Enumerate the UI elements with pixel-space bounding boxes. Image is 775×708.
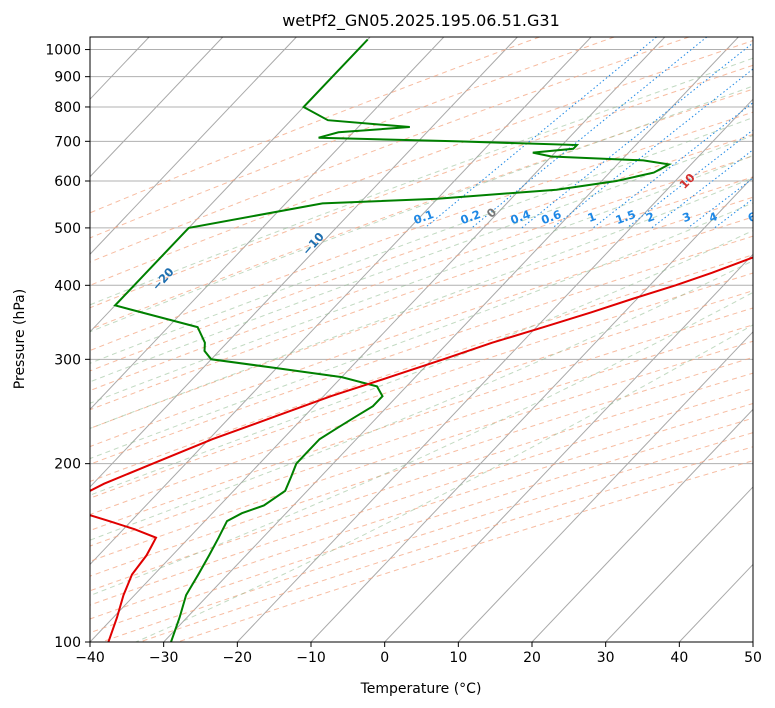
x-axis-label: Temperature (°C) [360, 681, 482, 697]
dewpoint-profile-line [113, 38, 673, 642]
isotherm-line [90, 37, 666, 642]
isotherm-line [384, 253, 753, 642]
isotherm-line [90, 37, 518, 488]
mixing-ratio-line [471, 37, 708, 229]
dry-adiabat-line [90, 64, 753, 309]
x-tick-label: −30 [149, 650, 179, 666]
dry-adiabat-line [90, 37, 540, 214]
dry-adiabat-line [90, 155, 753, 392]
chart-title: wetPf2_GN05.2025.195.06.51.G31 [282, 11, 560, 31]
dry-adiabat-line [90, 387, 753, 606]
mixing-ratio-line [687, 177, 753, 229]
dry-adiabat-line [90, 372, 753, 592]
x-tick-label: 50 [744, 650, 762, 666]
y-axis: 100 200 300 400 500 600 700 800 900 1000 [45, 43, 90, 651]
dry-adiabat-line [90, 40, 753, 286]
y-axis-label: Pressure (hPa) [12, 289, 28, 389]
moist-adiabat-line [90, 154, 753, 404]
x-axis: −40 −30 −20 −10 0 10 20 30 40 50 [75, 642, 762, 666]
y-tick-label: 900 [54, 70, 81, 86]
mixing-ratio-label: 0.2 [458, 207, 482, 227]
dry-adiabat-line [90, 340, 753, 562]
isotherm-line [310, 176, 753, 642]
x-tick-label: −20 [223, 650, 253, 666]
x-tick-label: 0 [380, 650, 389, 666]
dry-adiabat-line [90, 290, 753, 516]
plot-frame [89, 36, 754, 643]
moist-adiabat-line [90, 260, 753, 541]
x-tick-label: −40 [75, 650, 105, 666]
x-tick-label: 20 [523, 650, 541, 666]
dry-adiabat-line [90, 196, 753, 429]
y-tick-label: 100 [54, 635, 81, 651]
y-tick-label: 800 [54, 100, 81, 116]
moist-adiabats [90, 57, 753, 642]
dry-adiabat-line [90, 37, 690, 263]
isotherm-line [457, 331, 753, 642]
moist-adiabat-line [90, 202, 753, 460]
isotherm-line [90, 37, 592, 566]
dry-adiabat-line [90, 133, 753, 372]
isotherm-line [605, 486, 753, 642]
mixing-ratio-label: 0.4 [508, 207, 532, 227]
isotherm-line [531, 408, 753, 642]
y-tick-label: 500 [54, 221, 81, 237]
mixing-ratio-lines [424, 37, 753, 229]
temperature-profile-line [90, 256, 753, 642]
plot-area: 0.10.20.40.611.52346810131620253036−100−… [90, 37, 758, 642]
x-tick-label: 40 [670, 650, 688, 666]
y-tick-label: 600 [54, 174, 81, 190]
mixing-ratio-label: 1.5 [614, 207, 638, 227]
dry-adiabat-line [90, 235, 753, 465]
y-tick-label: 700 [54, 134, 81, 150]
x-tick-label: 30 [597, 650, 615, 666]
moist-adiabat-line [90, 134, 753, 383]
y-tick-label: 1000 [45, 43, 81, 59]
isotherm-line [90, 37, 224, 178]
moist-adiabat-line [90, 85, 753, 333]
dry-adiabats [90, 37, 753, 642]
x-tick-label: 10 [449, 650, 467, 666]
y-tick-label: 400 [54, 278, 81, 294]
mixing-ratio-label: 6 [746, 209, 758, 225]
mixing-ratio-label: 0.1 [412, 207, 436, 227]
mixing-ratio-label: 0.6 [539, 207, 563, 227]
mixing-ratio-line [521, 42, 753, 229]
isotherm-line [236, 98, 753, 642]
dry-adiabat-line [90, 254, 753, 482]
x-tick-label: −10 [296, 650, 326, 666]
isotherm-line [163, 37, 739, 642]
mixing-ratio-line [592, 101, 753, 229]
y-tick-label: 300 [54, 352, 81, 368]
y-tick-label: 200 [54, 457, 81, 473]
isotherm-line [90, 37, 297, 256]
mixing-ratio-line [424, 37, 657, 229]
